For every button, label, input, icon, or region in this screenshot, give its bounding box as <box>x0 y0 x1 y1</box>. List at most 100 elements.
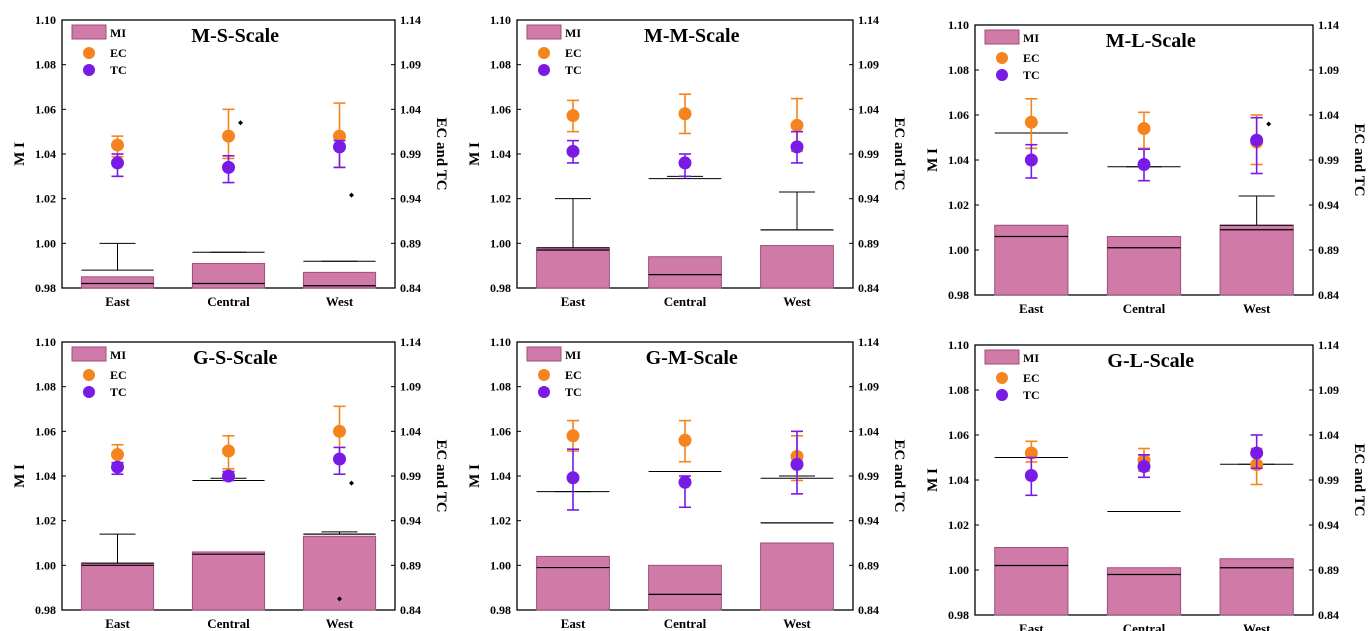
right-tick-label: 0.99 <box>1318 473 1339 487</box>
legend-ec-label: EC <box>565 368 582 382</box>
left-tick-label: 1.06 <box>948 108 969 122</box>
legend-tc-label: TC <box>565 63 582 77</box>
category-label: West <box>326 616 354 631</box>
legend-tc-label: TC <box>1023 388 1040 402</box>
legend-ec-swatch <box>83 369 95 381</box>
right-tick-label: 1.14 <box>1318 18 1339 32</box>
right-tick-label: 0.84 <box>1318 288 1339 302</box>
category-label: West <box>783 616 811 631</box>
left-tick-label: 1.08 <box>948 383 969 397</box>
legend-tc-swatch <box>538 64 550 76</box>
mi-bar <box>1106 236 1182 296</box>
tc-point <box>1137 460 1151 473</box>
category-label: East <box>561 294 586 309</box>
chart-title: M-S-Scale <box>191 25 279 47</box>
legend-tc-label: TC <box>565 385 582 399</box>
y-axis-label: M I <box>12 142 28 166</box>
mi-bar <box>994 547 1069 616</box>
chart-panel-g-s-scale: 0.98 1.00 1.02 1.04 1.06 1.08 1.10 0.84 0.89 0.94… <box>12 335 449 631</box>
legend-mi-label: MI <box>565 348 581 362</box>
legend-tc-label: TC <box>110 63 127 77</box>
right-tick-label: 0.89 <box>400 236 421 250</box>
mi-bar <box>302 535 377 611</box>
mi-bar <box>191 262 266 289</box>
left-tick-label: 1.06 <box>490 424 511 438</box>
tc-point <box>1024 153 1038 167</box>
category-label: East <box>1019 621 1044 631</box>
right-tick-label: 0.99 <box>400 147 421 161</box>
ec-point <box>790 118 804 132</box>
right-tick-label: 0.94 <box>400 192 421 206</box>
ec-point <box>1024 115 1038 129</box>
left-tick-label: 0.98 <box>490 603 511 617</box>
chart-panel-g-m-scale: 0.98 1.00 1.02 1.04 1.06 1.08 1.10 0.84 0.89 0.94… <box>467 335 907 631</box>
left-tick-label: 0.98 <box>948 288 969 302</box>
legend-tc-label: TC <box>1023 68 1040 82</box>
outlier-point <box>349 480 354 486</box>
category-label: Central <box>664 294 707 309</box>
mi-bar <box>760 542 834 611</box>
tc-point <box>222 160 235 174</box>
y-axis-label: M I <box>467 464 483 488</box>
left-tick-label: 1.08 <box>490 380 511 394</box>
ec-point <box>678 107 692 121</box>
right-tick-label: 0.84 <box>858 281 879 295</box>
legend-mi-label: MI <box>565 26 581 40</box>
y2-axis-label: EC and TC <box>1351 123 1367 196</box>
right-tick-label: 0.84 <box>1318 608 1339 622</box>
left-tick-label: 1.10 <box>35 13 56 27</box>
category-label: West <box>1243 301 1271 316</box>
legend-ec-label: EC <box>110 46 127 60</box>
legend-ec-label: EC <box>1023 51 1040 65</box>
left-tick-label: 1.06 <box>490 102 511 116</box>
left-tick-label: 0.98 <box>490 281 511 295</box>
tc-point <box>1250 446 1264 460</box>
tc-point <box>566 471 580 485</box>
legend-mi-label: MI <box>1023 31 1039 45</box>
right-tick-label: 0.89 <box>400 558 421 572</box>
mi-bar <box>648 256 722 289</box>
y2-axis-label: EC and TC <box>891 117 907 190</box>
right-tick-label: 0.99 <box>1318 153 1339 167</box>
legend-ec-label: EC <box>110 368 127 382</box>
mi-bar <box>536 247 610 289</box>
y-axis-label: M I <box>12 464 28 488</box>
right-tick-label: 0.84 <box>858 603 879 617</box>
legend-tc-label: TC <box>110 385 127 399</box>
ec-point <box>678 433 692 447</box>
tc-point <box>1250 133 1264 147</box>
left-tick-label: 1.00 <box>490 558 511 572</box>
legend-ec-swatch <box>83 47 95 59</box>
right-tick-label: 1.04 <box>1318 428 1339 442</box>
right-tick-label: 0.99 <box>858 469 879 483</box>
category-label: East <box>1019 301 1044 316</box>
outlier-point <box>1266 121 1272 127</box>
legend-ec-swatch <box>996 52 1008 64</box>
right-tick-label: 1.14 <box>400 13 421 27</box>
left-tick-label: 1.02 <box>35 514 56 528</box>
tc-point <box>790 457 804 471</box>
left-tick-label: 1.10 <box>490 335 511 349</box>
left-tick-label: 1.06 <box>35 424 56 438</box>
ec-point <box>111 138 124 152</box>
left-tick-label: 1.10 <box>948 338 969 352</box>
legend-tc-swatch <box>83 64 95 76</box>
ec-point <box>222 444 235 458</box>
category-label: Central <box>1123 621 1166 631</box>
ec-point <box>333 424 346 438</box>
right-tick-label: 0.84 <box>400 603 421 617</box>
legend-ec-swatch <box>996 372 1008 384</box>
right-tick-label: 1.09 <box>858 58 879 72</box>
mi-bar <box>80 276 155 289</box>
category-label: Central <box>207 616 250 631</box>
category-label: West <box>326 294 354 309</box>
left-tick-label: 1.00 <box>35 558 56 572</box>
y-axis-label: M I <box>467 142 483 166</box>
left-tick-label: 1.00 <box>948 563 969 577</box>
left-tick-label: 1.06 <box>35 102 56 116</box>
right-tick-label: 1.04 <box>858 102 879 116</box>
legend-mi-label: MI <box>1023 351 1039 365</box>
left-tick-label: 1.00 <box>490 236 511 250</box>
legend-tc-swatch <box>996 69 1008 81</box>
left-tick-label: 1.00 <box>35 236 56 250</box>
